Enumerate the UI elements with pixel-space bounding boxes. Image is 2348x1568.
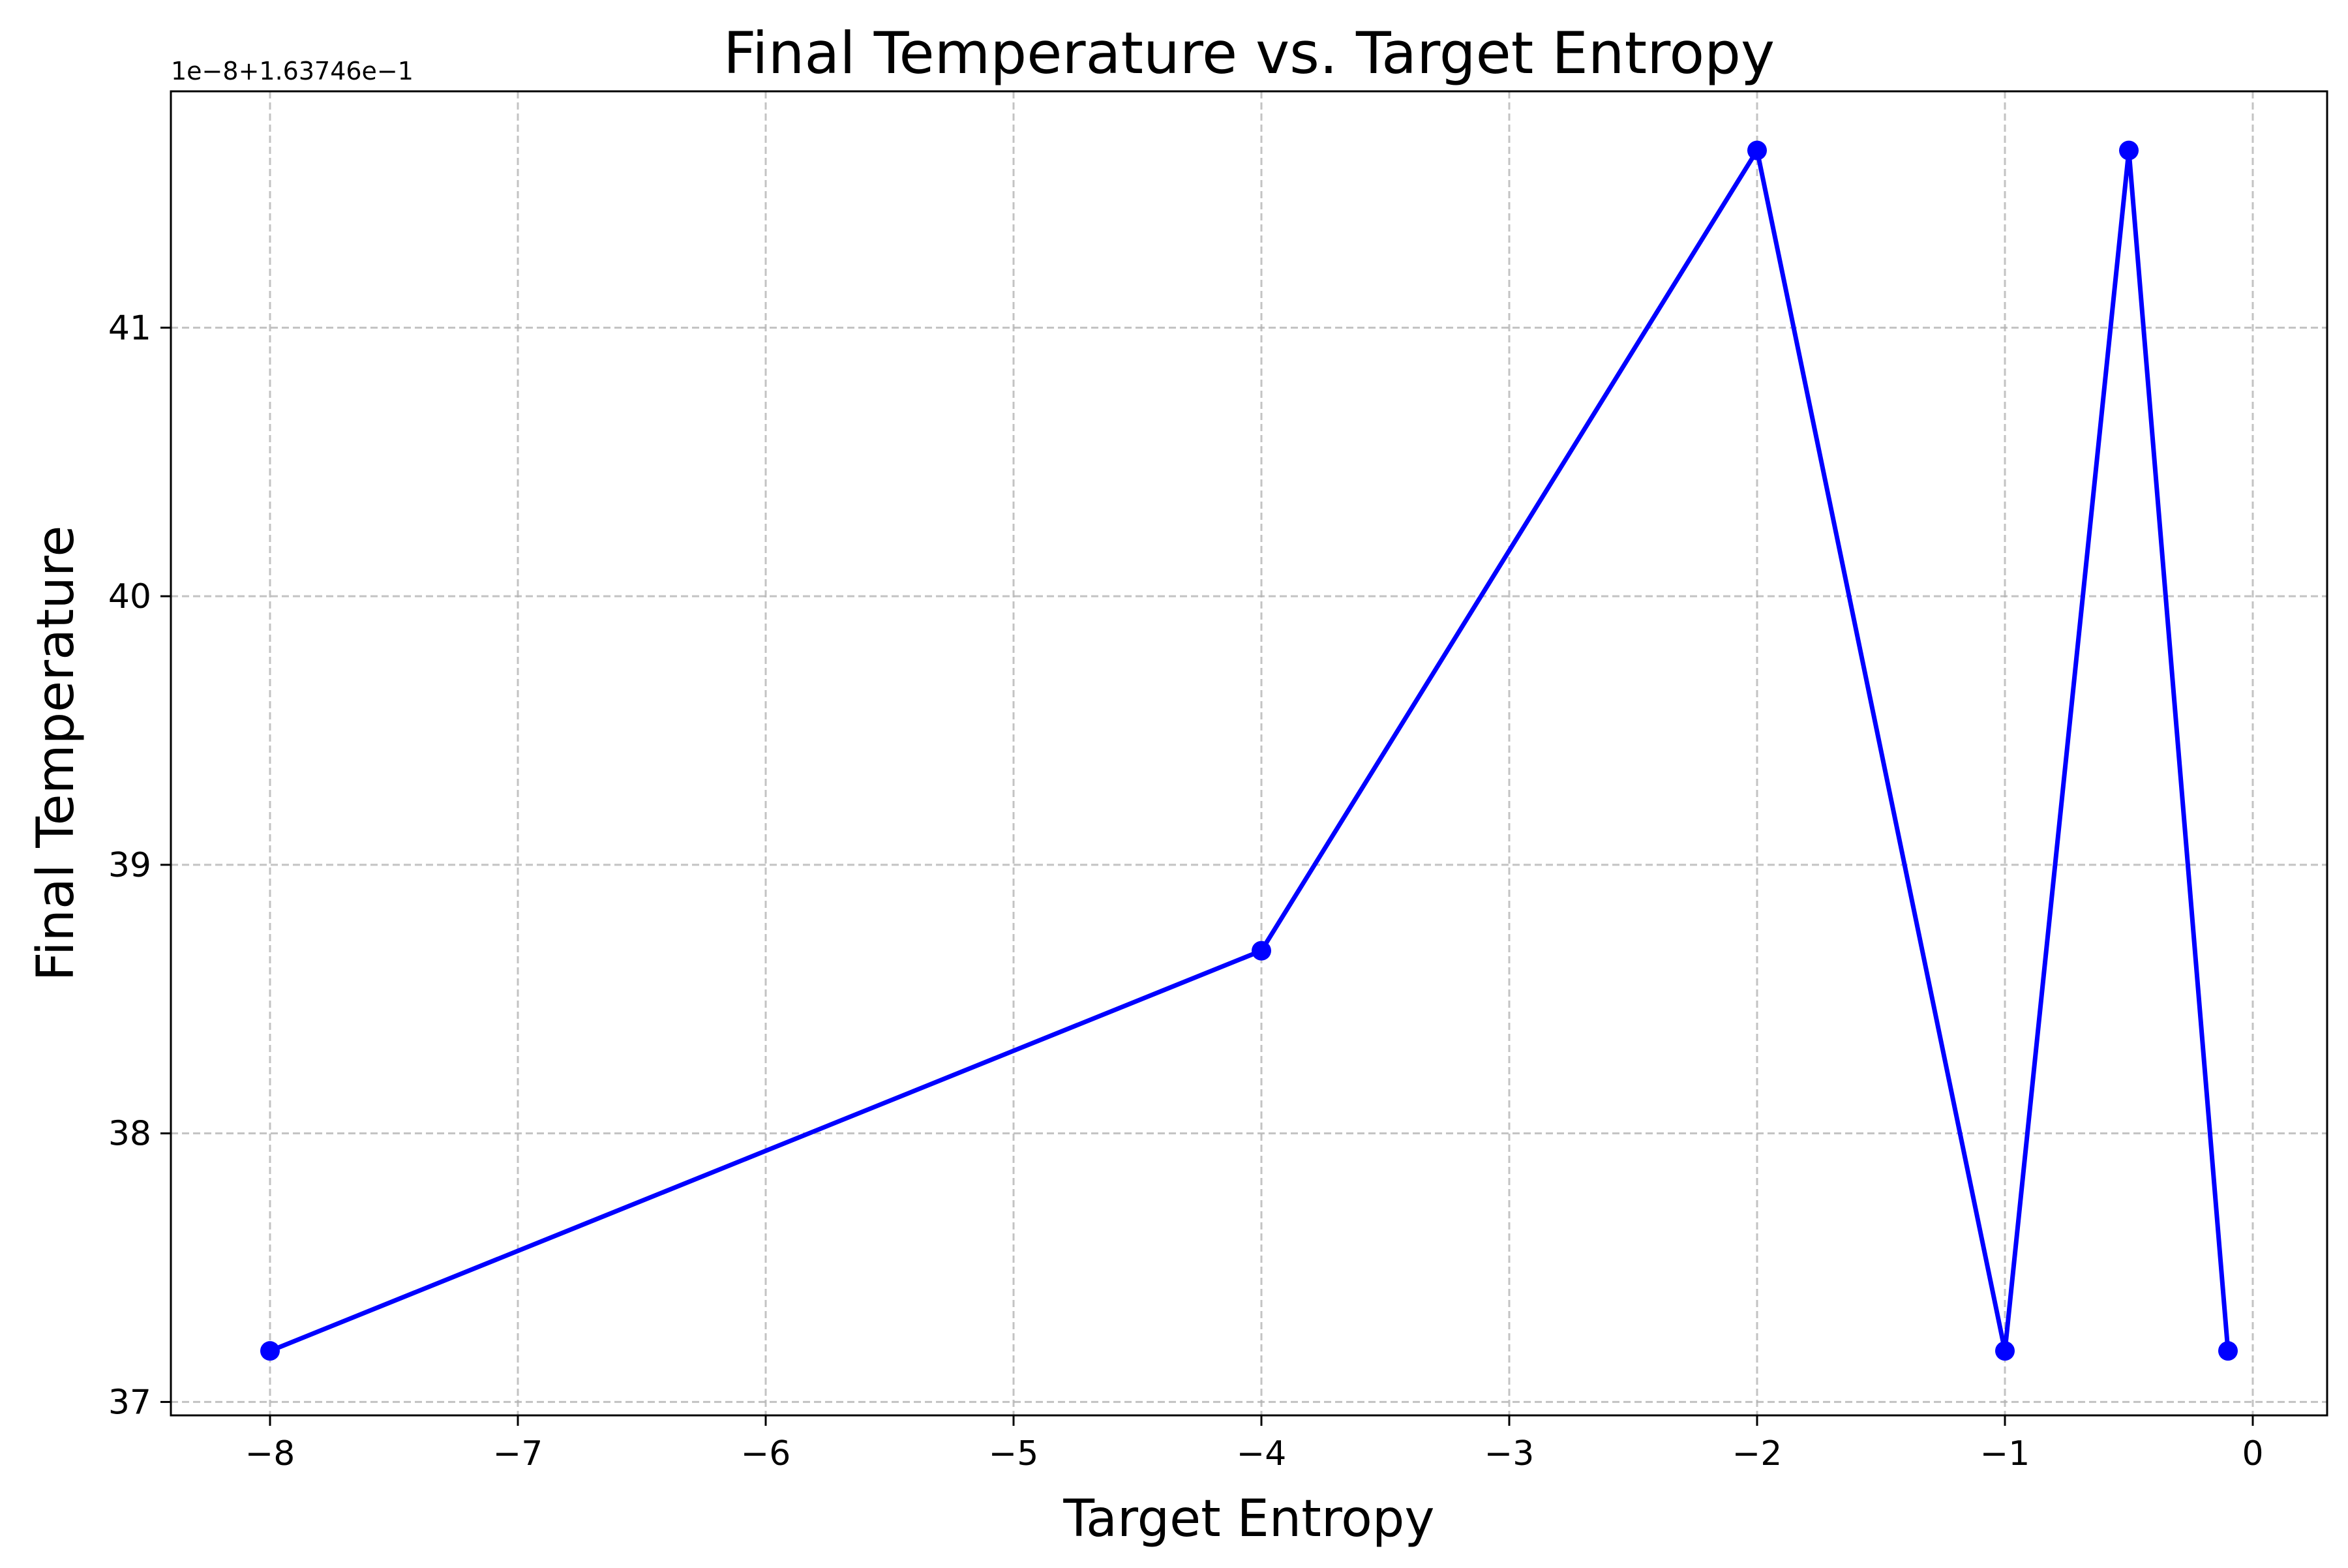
x-tick-label: −6: [741, 1434, 791, 1473]
series-layer: [260, 140, 2238, 1361]
data-point-marker: [1995, 1341, 2015, 1361]
x-tick-label: −2: [1732, 1434, 1783, 1473]
x-tick-label: −8: [245, 1434, 295, 1473]
y-axis-label: Final Temperature: [27, 526, 85, 982]
y-axis-offset-text: 1e−8+1.63746e−1: [171, 57, 414, 85]
plot-area-frame: [170, 90, 2328, 1417]
series-line: [269, 148, 2231, 1353]
y-tick-label: 39: [108, 846, 151, 885]
data-point-marker: [1252, 941, 1271, 961]
x-tick-label: 0: [2242, 1434, 2263, 1473]
y-tick-label: 37: [108, 1383, 151, 1422]
x-tick-label: −5: [989, 1434, 1039, 1473]
ticks: −8 −7 −6 −5 −4 −3 −2 −1 0 37 38 39 40 41: [108, 309, 2264, 1473]
grid: [171, 91, 2327, 1415]
y-tick-label: 40: [108, 577, 151, 616]
y-tick-label: 38: [108, 1115, 151, 1154]
data-point-marker: [2119, 140, 2139, 160]
x-tick-label: −3: [1484, 1434, 1535, 1473]
data-point-marker: [260, 1341, 280, 1361]
x-tick-label: −1: [1980, 1434, 2030, 1473]
y-tick-label: 41: [108, 309, 151, 348]
x-tick-label: −7: [493, 1434, 543, 1473]
data-point-marker: [1747, 140, 1767, 160]
chart-title: Final Temperature vs. Target Entropy: [723, 20, 1775, 87]
data-point-marker: [2218, 1341, 2238, 1361]
x-tick-label: −4: [1237, 1434, 1287, 1473]
x-axis-label: Target Entropy: [1062, 1490, 1434, 1548]
